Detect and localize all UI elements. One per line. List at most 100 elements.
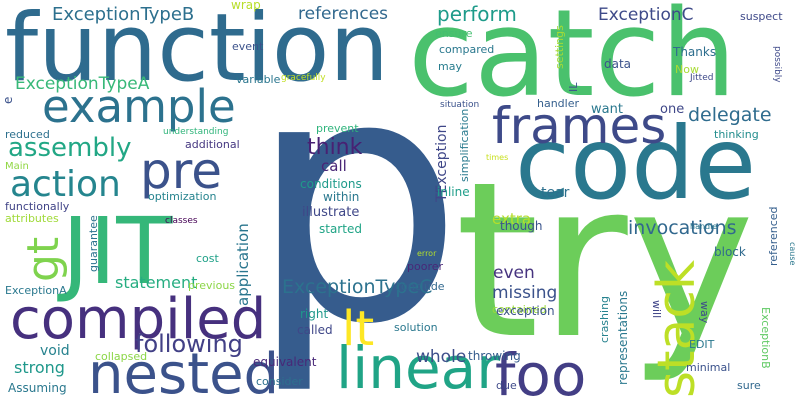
word-referenced: referenced — [767, 206, 780, 266]
word-thinking: thinking — [714, 128, 759, 141]
word-ExceptionTypeA: ExceptionTypeA — [15, 74, 150, 94]
word-example: example — [42, 80, 236, 133]
word-functionally: functionally — [5, 200, 70, 213]
word-JIT: JIT — [57, 198, 173, 305]
word-way: way — [698, 301, 711, 324]
word-perform: perform — [437, 2, 517, 26]
word-times: times — [486, 153, 508, 162]
word-collapsed: collapsed — [95, 350, 147, 363]
word-action: action — [10, 164, 121, 205]
word-function: function — [5, 0, 389, 103]
word-statement: statement — [115, 273, 197, 292]
word-frames: frames — [492, 97, 666, 155]
word-whole: whole — [416, 347, 466, 367]
word-Now: Now — [675, 63, 699, 76]
word-simplification: simplification — [458, 109, 471, 182]
word-within: within — [323, 190, 359, 204]
word-tear: tear — [541, 185, 570, 201]
word-representations: representations — [616, 291, 630, 385]
word-started: started — [319, 222, 362, 236]
word-think: think — [307, 135, 363, 160]
word-extra: extra — [492, 210, 531, 228]
word-pre: pre — [140, 142, 222, 200]
word-ensure: ensure — [435, 27, 473, 40]
word-understanding: understanding — [163, 127, 228, 137]
word-due: due — [496, 379, 517, 392]
word-delegate: delegate — [688, 104, 772, 126]
word-situation: situation — [440, 100, 479, 110]
word-ExceptionC: ExceptionC — [598, 5, 694, 25]
word-block: block — [714, 245, 746, 259]
word-exception: exception — [496, 304, 555, 318]
word-settings: settings — [553, 25, 566, 69]
word-crashing: crashing — [598, 296, 611, 343]
word-conclude: conclude — [395, 280, 445, 293]
word-illustrate: illustrate — [302, 205, 359, 220]
word-consider: consider — [256, 375, 303, 388]
word-conditions: conditions — [300, 177, 362, 191]
word-linear: linear — [336, 334, 500, 400]
word-assembly: assembly — [8, 133, 131, 163]
word-try: try — [455, 135, 755, 386]
word-ExceptionA: ExceptionA — [5, 284, 67, 297]
word-compiled: compiled — [10, 287, 266, 352]
word-references: references — [298, 4, 388, 24]
word-minimal: minimal — [686, 361, 730, 374]
word-may: may — [438, 60, 462, 73]
word-wrap: wrap — [231, 0, 261, 12]
word-cost: cost — [196, 252, 220, 265]
word-void: void — [40, 343, 70, 359]
word-call: call — [321, 157, 347, 175]
word-TException: TException — [434, 125, 450, 203]
word-event: event — [232, 40, 264, 53]
word-lt: lt — [342, 301, 374, 357]
word-following: following — [135, 330, 243, 358]
word-Jitted: Jitted — [689, 73, 713, 83]
word-right: right — [300, 307, 328, 321]
word-sure: sure — [737, 379, 761, 392]
word-ExceptionTypeC: ExceptionTypeC — [282, 276, 432, 298]
word-ExceptionB: ExceptionB — [759, 307, 772, 369]
word-reduced: reduced — [5, 128, 50, 141]
word-Thanks: Thanks — [672, 45, 716, 59]
word-code: code — [515, 105, 756, 222]
word-inline: inline — [437, 185, 470, 199]
word-ExceptionTypeB: ExceptionTypeB — [52, 4, 194, 25]
word-Main: Main — [5, 161, 29, 172]
word-error: error — [417, 249, 437, 258]
word-invocations: invocations — [628, 217, 737, 239]
word-called: called — [297, 323, 333, 337]
word-strong: strong — [14, 358, 65, 377]
word-suspect: suspect — [740, 10, 783, 23]
word-handler: handler — [537, 97, 579, 110]
word-one: one — [660, 102, 684, 117]
word-nested: nested — [88, 342, 279, 400]
word-prevent: prevent — [316, 122, 359, 135]
word-compared: compared — [439, 43, 494, 56]
word-handle: handle — [690, 222, 717, 231]
word-catch: catch — [408, 0, 737, 124]
word-want: want — [591, 102, 623, 117]
word-EDIT: EDIT — [689, 338, 715, 351]
word-foo: foo — [495, 341, 586, 400]
word-previous: previous — [188, 279, 235, 292]
word-e: e — [1, 97, 15, 104]
word-possibly: possibly — [772, 46, 782, 83]
word-p: p — [248, 3, 464, 399]
word-additional: additional — [185, 138, 240, 151]
word-poorer: poorer — [407, 260, 443, 273]
word-gt: gt — [18, 237, 69, 282]
word-cause: cause — [788, 242, 797, 266]
word-throwing: throwing — [468, 349, 521, 363]
word-gracefully: gracefully — [281, 73, 326, 83]
word-attributes: attributes — [5, 212, 59, 225]
word-even: even — [493, 263, 535, 283]
word-guarantee: guarantee — [87, 215, 100, 272]
word-variable: variable — [236, 73, 281, 86]
word-data: data — [604, 57, 631, 71]
word-solution: solution — [394, 321, 438, 334]
word-Assuming: Assuming — [8, 381, 67, 395]
word-application: application — [234, 223, 252, 306]
